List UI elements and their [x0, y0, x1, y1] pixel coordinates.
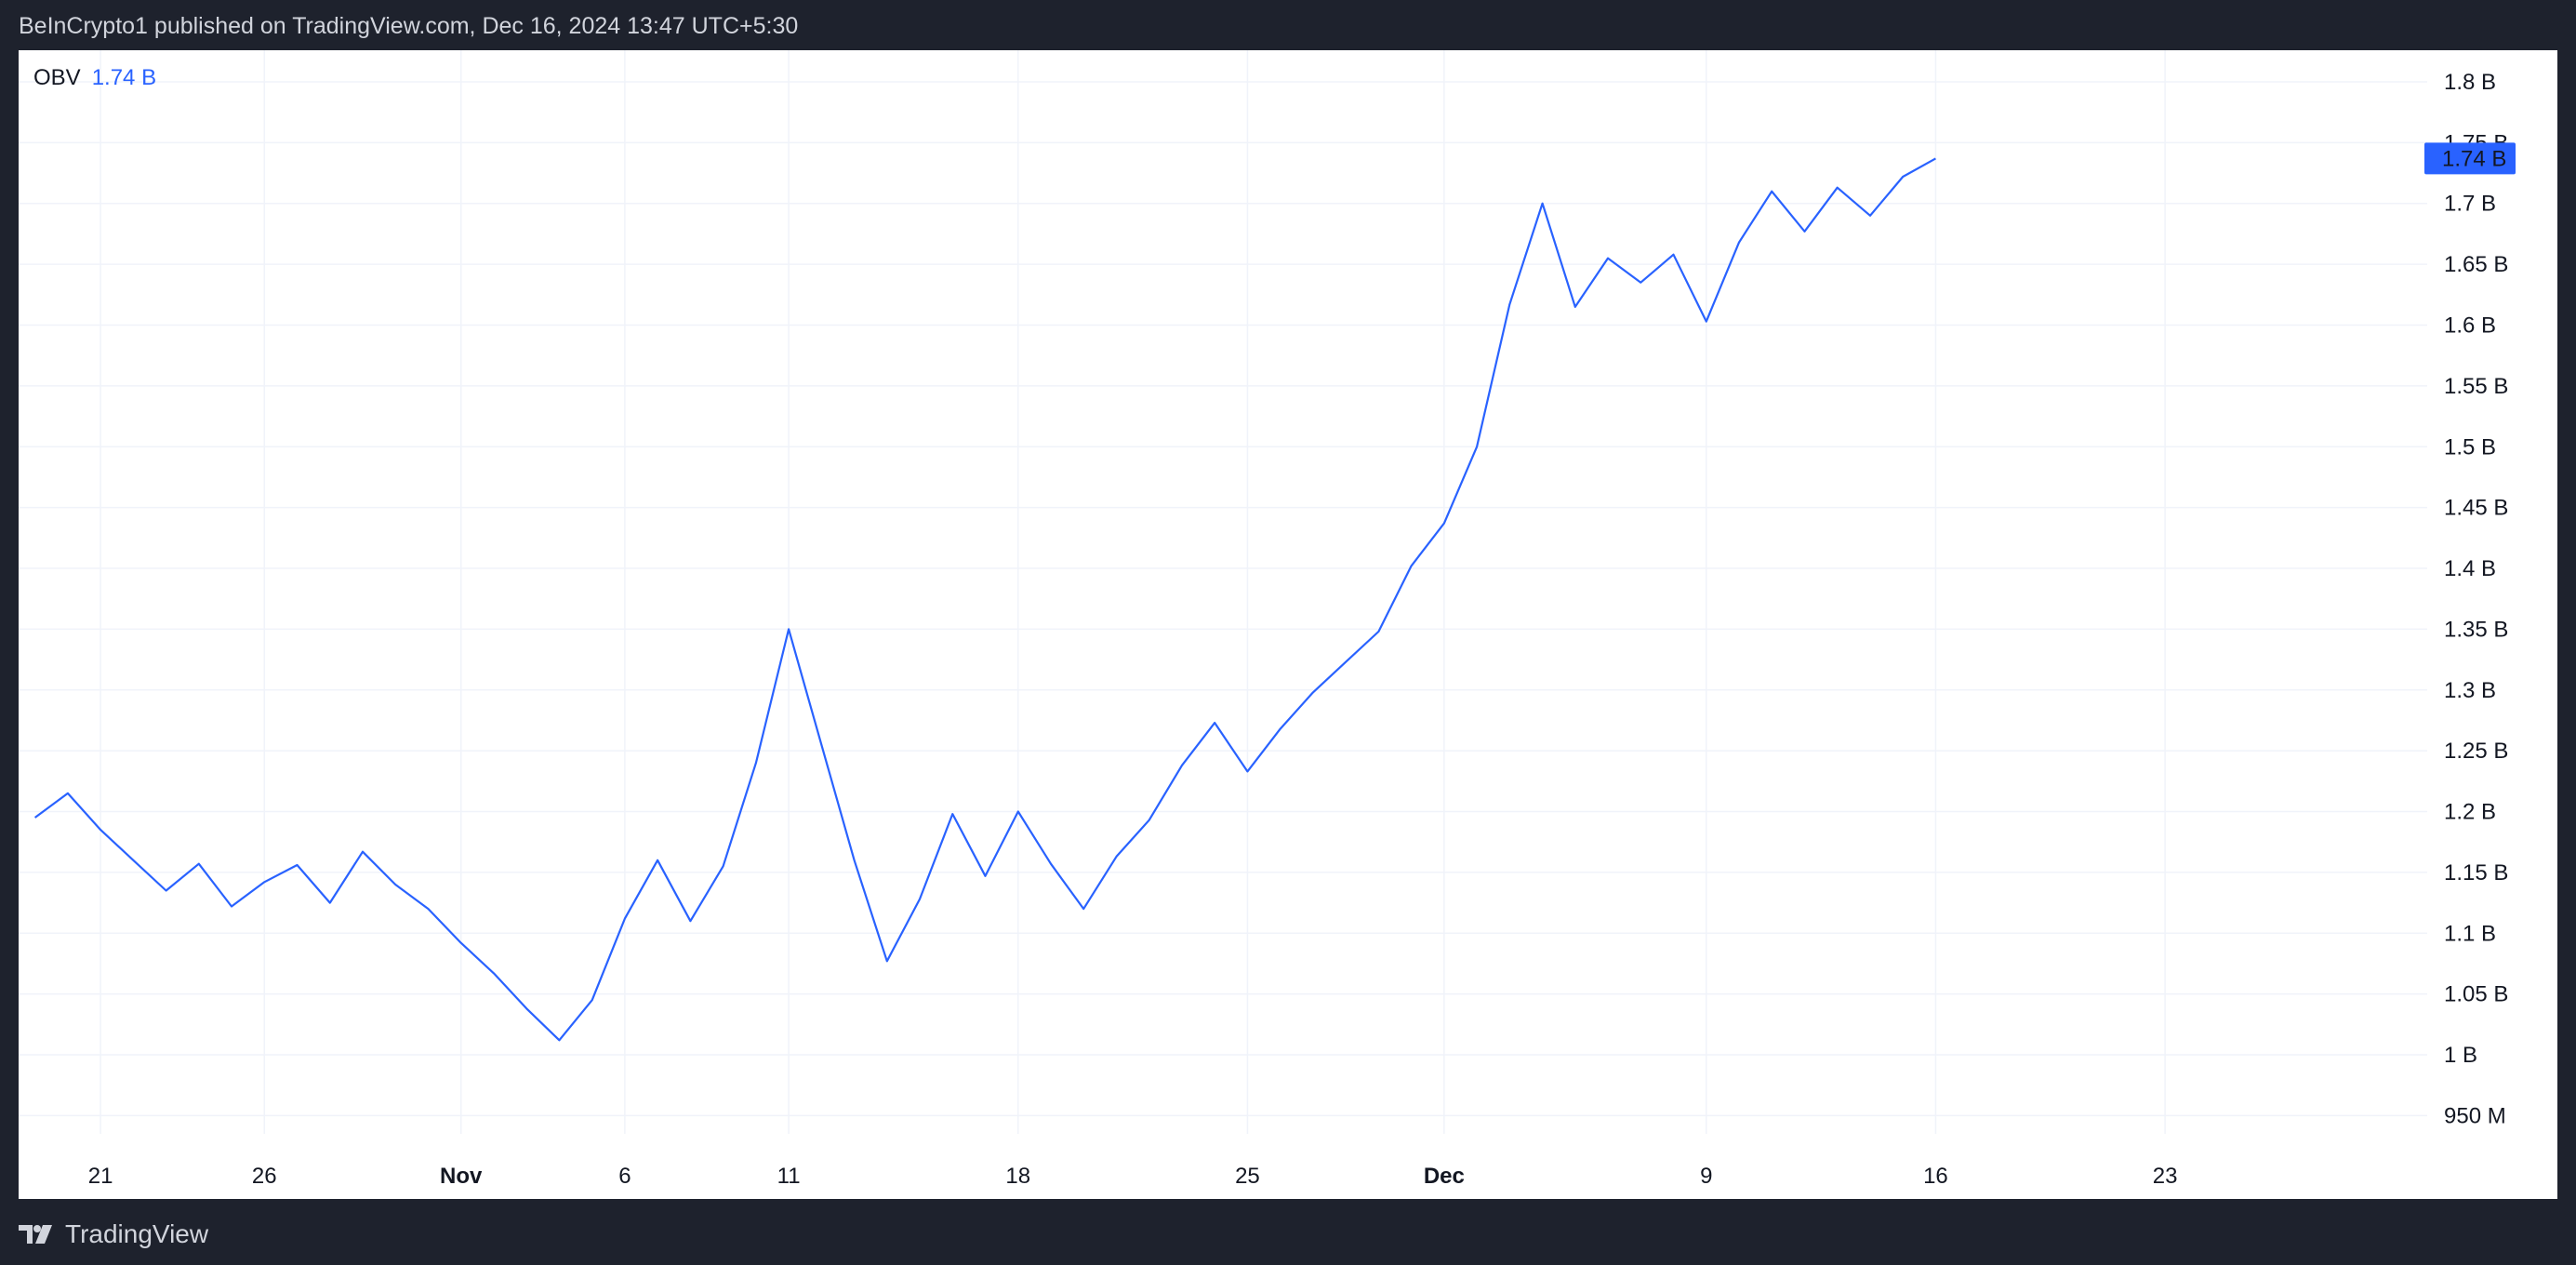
horizontal-grid	[19, 81, 2427, 1117]
y-tick-label: 1.8 B	[2444, 70, 2496, 95]
y-tick-label: 1.35 B	[2444, 617, 2508, 642]
x-tick-label: 11	[777, 1164, 801, 1189]
x-tick-label: 25	[1235, 1164, 1260, 1189]
x-tick-label: 21	[88, 1164, 113, 1189]
y-tick-label: 1.5 B	[2444, 434, 2496, 459]
x-tick-label: 6	[618, 1164, 631, 1189]
y-tick-label: 1.7 B	[2444, 192, 2496, 217]
y-tick-label: 1.3 B	[2444, 678, 2496, 703]
tradingview-logo[interactable]: TradingView	[19, 1219, 208, 1249]
indicator-legend[interactable]: OBV 1.74 B	[33, 65, 156, 91]
y-tick-label: 950 M	[2444, 1103, 2506, 1128]
x-tick-label: Nov	[440, 1164, 483, 1189]
time-axis: 21 26 Nov 6 11 18 25 Dec 9 16 23	[88, 1164, 2178, 1189]
last-value-label: 1.74 B	[2442, 146, 2506, 171]
y-tick-label: 1.65 B	[2444, 252, 2508, 277]
legend-indicator-value: 1.74 B	[91, 65, 157, 90]
y-tick-label: 1 B	[2444, 1043, 2477, 1068]
published-info: BeInCrypto1 published on TradingView.com…	[19, 13, 799, 39]
bottom-bar: TradingView	[0, 1199, 2576, 1265]
y-tick-label: 1.15 B	[2444, 860, 2508, 886]
vertical-grid	[100, 50, 2166, 1134]
chart-panel[interactable]: 1.8 B1.75 B1.7 B1.65 B1.6 B1.55 B1.5 B1.…	[19, 50, 2557, 1199]
y-tick-label: 1.25 B	[2444, 739, 2508, 764]
x-tick-label: Dec	[1424, 1164, 1465, 1189]
tradingview-logo-icon	[19, 1225, 52, 1244]
legend-indicator-name: OBV	[33, 65, 81, 90]
obv-series-line	[33, 157, 1936, 1042]
x-tick-label: 9	[1700, 1164, 1712, 1189]
obv-chart[interactable]: 1.8 B1.75 B1.7 B1.65 B1.6 B1.55 B1.5 B1.…	[19, 50, 2557, 1199]
tradingview-brand-text: TradingView	[65, 1219, 209, 1248]
x-tick-label: 18	[1005, 1164, 1030, 1189]
y-tick-label: 1.6 B	[2444, 313, 2496, 338]
y-tick-label: 1.2 B	[2444, 800, 2496, 825]
x-tick-label: 23	[2153, 1164, 2178, 1189]
top-bar: BeInCrypto1 published on TradingView.com…	[0, 0, 2576, 50]
x-tick-label: 26	[252, 1164, 277, 1189]
last-value-marker: 1.74 B	[2424, 142, 2516, 175]
y-tick-label: 1.1 B	[2444, 921, 2496, 946]
price-axis: 1.8 B1.75 B1.7 B1.65 B1.6 B1.55 B1.5 B1.…	[2444, 70, 2508, 1128]
y-tick-label: 1.55 B	[2444, 374, 2508, 399]
y-tick-label: 1.4 B	[2444, 556, 2496, 581]
x-tick-label: 16	[1923, 1164, 1948, 1189]
y-tick-label: 1.45 B	[2444, 496, 2508, 521]
last-value-badge	[2424, 142, 2516, 175]
y-tick-label: 1.05 B	[2444, 982, 2508, 1007]
